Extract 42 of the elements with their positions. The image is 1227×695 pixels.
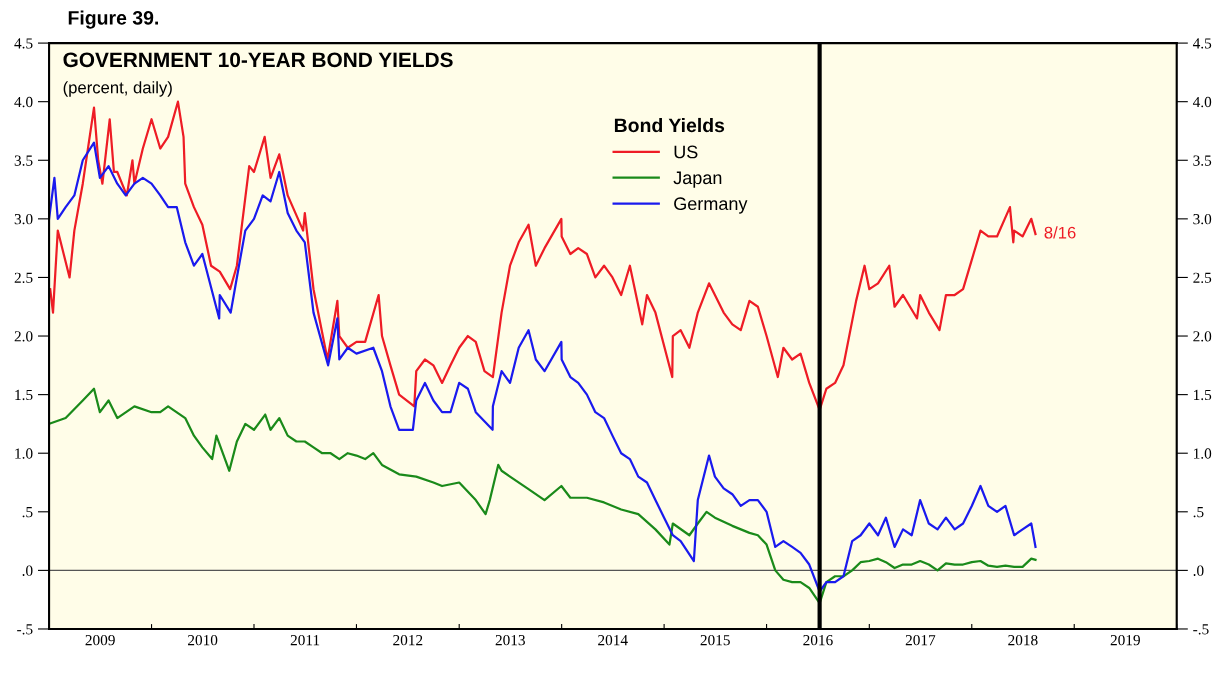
- caption: Figure 39.: [68, 10, 158, 29]
- y-tick-label: .0: [22, 565, 33, 576]
- y-tick-label: -.5: [17, 624, 33, 635]
- annotation: 8/16: [1044, 226, 1076, 239]
- y2-tick-label: 3.5: [1193, 155, 1212, 166]
- y2-tick-label: 3.0: [1193, 214, 1212, 225]
- y-tick-label: 4.5: [14, 38, 33, 49]
- x-tick-label: 2012: [393, 634, 423, 646]
- text: (percent, daily): [63, 81, 172, 97]
- y-tick-label: 2.5: [14, 272, 33, 283]
- y2-tick-label: .0: [1193, 565, 1204, 576]
- legend-label: Japan: [673, 171, 722, 188]
- legend-label: US: [674, 145, 698, 159]
- y2-tick-label: .5: [1193, 507, 1204, 518]
- legend-label: Germany: [674, 197, 748, 214]
- y-tick-label: 3.5: [14, 155, 33, 166]
- x-tick-label: 2011: [290, 634, 320, 646]
- x-tick-label: 2015: [700, 634, 730, 646]
- y-tick-label: 2.0: [14, 331, 33, 342]
- y2-tick-label: 1.0: [1194, 448, 1212, 459]
- x-tick-label: 2014: [598, 634, 628, 646]
- y2-tick-label: 2.5: [1193, 272, 1212, 283]
- x-tick-label: 2019: [1110, 634, 1140, 646]
- line-series: [49, 387, 1037, 605]
- y-tick-label: 3.0: [14, 214, 33, 225]
- y-tick-label: 4.0: [14, 96, 33, 108]
- y-tick-label: 1.5: [15, 389, 33, 401]
- x-tick-label: 2013: [495, 634, 525, 646]
- y-tick-label: 1.0: [15, 448, 33, 459]
- chart-title: GOVERNMENT 10-YEAR BOND YIELDS: [63, 52, 453, 68]
- y2-tick-label: -.5: [1193, 624, 1209, 635]
- y2-tick-label: 4.0: [1192, 96, 1212, 108]
- x-tick-label: 2017: [905, 634, 936, 646]
- x-tick-label: 2010: [188, 634, 218, 646]
- x-tick-label: 2018: [1008, 634, 1038, 646]
- y-tick-label: .5: [22, 507, 33, 518]
- y2-tick-label: 4.5: [1192, 38, 1212, 49]
- x-tick-label: 2016: [803, 634, 833, 646]
- legend-title: Bond Yields: [614, 117, 725, 133]
- y2-tick-label: 1.5: [1194, 389, 1212, 401]
- x-tick-label: 2009: [85, 634, 115, 646]
- y2-tick-label: 2.0: [1193, 331, 1212, 342]
